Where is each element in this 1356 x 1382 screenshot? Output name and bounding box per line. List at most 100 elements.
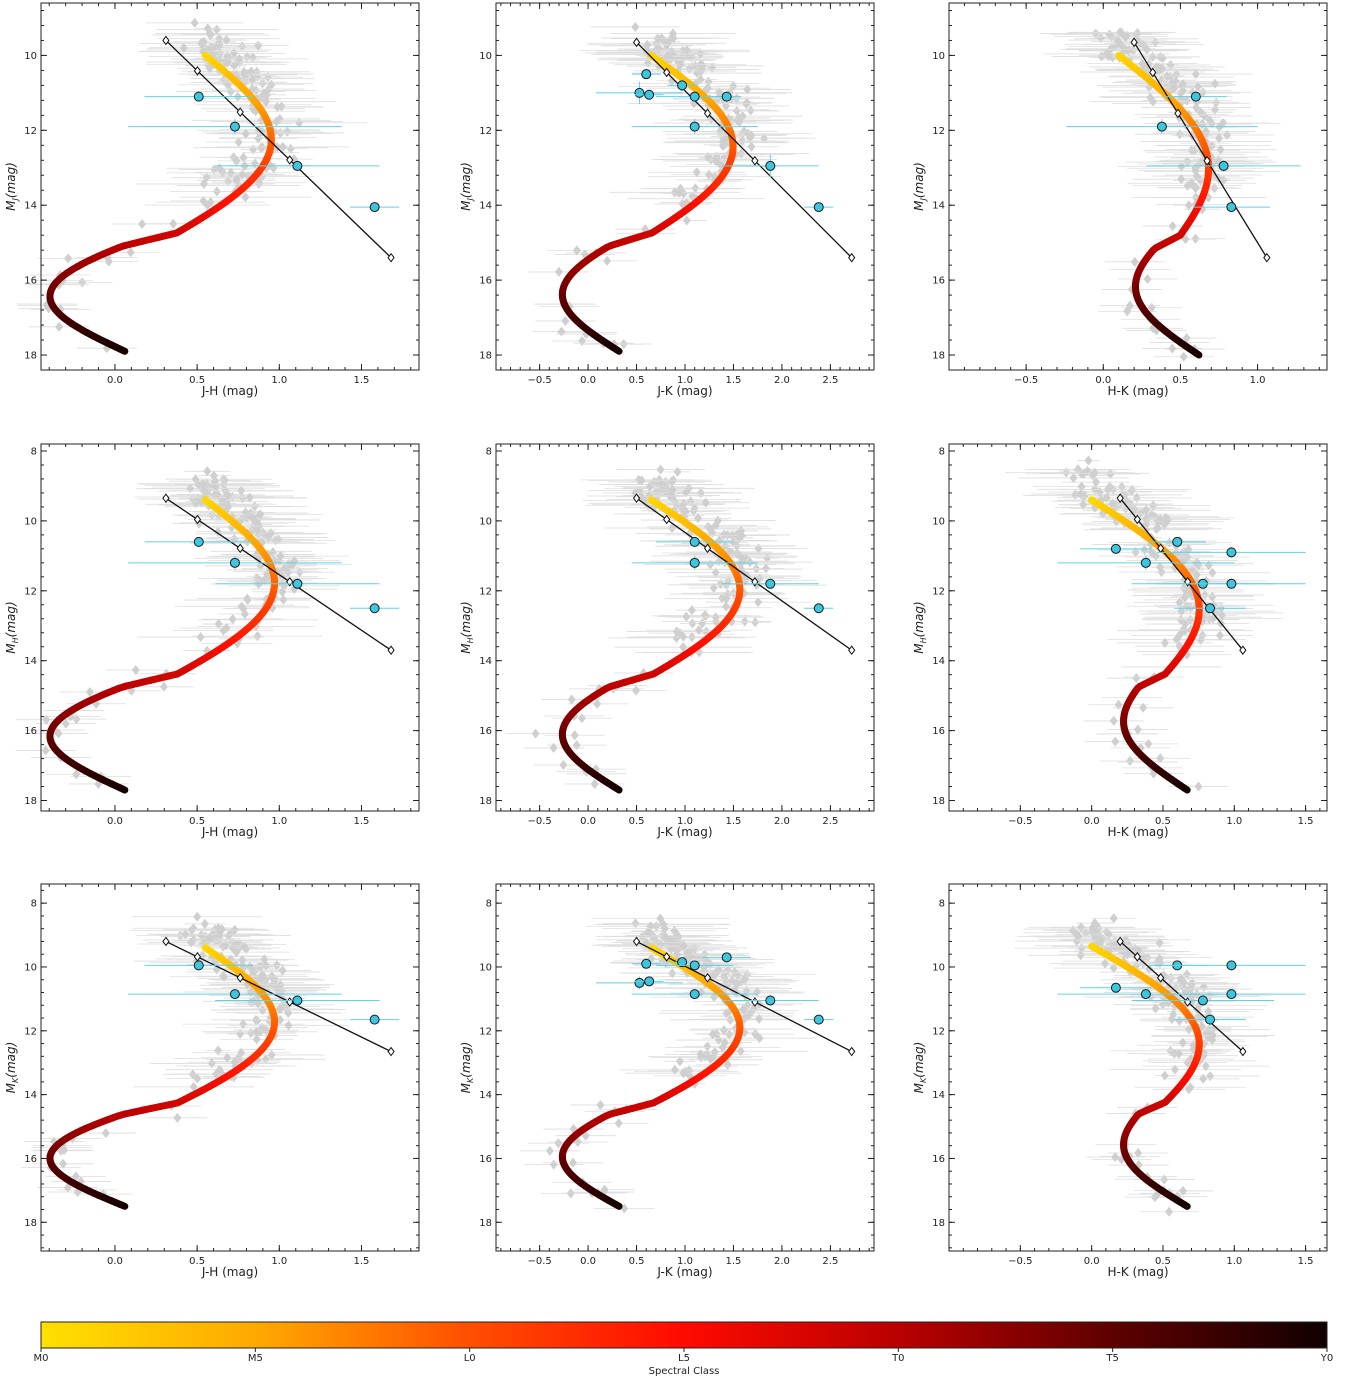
reference-line-segment [165,940,392,1053]
field-point [1162,516,1171,527]
field-point [41,745,50,756]
highlight-point [292,995,303,1006]
field-point [706,1053,715,1064]
field-point [751,617,760,628]
field-point [169,218,178,229]
field-point [722,601,731,612]
field-point [278,965,287,976]
y-axis-label-tail: (mag) [459,601,473,637]
x-tick-label: 0.5 [189,375,205,386]
reference-line [632,493,856,656]
field-point [159,681,168,692]
field-point [696,74,705,85]
x-tick-label: 1.5 [354,816,370,827]
field-point [711,567,720,578]
field-point [190,17,199,28]
reference-marker [193,514,202,525]
y-tick-label: 18 [24,351,37,362]
field-point [223,57,232,68]
y-axis-label-tail: (mag) [459,162,473,198]
axis-ticks: −0.5 0.0 0.5 1.0 1.5 8 10 12 14 16 18 [932,444,1327,827]
field-point [1079,499,1088,510]
x-tick-label: 1.5 [354,1256,370,1267]
field-point [1182,333,1191,344]
highlight-points [128,536,400,614]
y-tick-label: 12 [932,586,945,597]
field-point [1104,51,1113,62]
reference-line-segment [1133,41,1268,258]
field-point [1179,351,1188,362]
y-axis-label: MJ(mag) [912,162,928,211]
field-point [199,195,208,206]
y-tick-label: 16 [932,276,945,287]
field-point [712,154,721,165]
field-point [60,1145,69,1156]
reference-marker [162,493,170,504]
y-tick-label: 10 [24,51,37,62]
field-point [698,618,707,629]
reference-marker [162,35,170,46]
y-axis-label-base: M [912,643,926,654]
field-point [212,24,221,35]
field-point [262,1025,271,1036]
highlight-point [193,960,204,971]
field-point [197,38,206,49]
y-tick-label: 8 [31,899,37,910]
highlight-point [292,578,303,589]
field-points [17,17,368,354]
field-point [1106,43,1115,54]
field-point [278,141,287,152]
field-point [187,937,196,948]
panel-2: −0.5 0.0 0.5 1.0 1.5 2.0 2.5 10 12 14 16 18 J-K (mag… [459,2,875,398]
field-point [223,1052,232,1063]
x-tick-label: 0.0 [580,816,596,827]
x-axis-label: J-K (mag) [656,384,712,398]
y-tick-label: 16 [24,1154,37,1165]
field-point [1175,129,1184,140]
x-tick-label: 1.5 [726,816,742,827]
field-point [1096,33,1105,44]
field-point [743,97,752,108]
field-point [222,623,231,634]
reference-marker [703,108,712,119]
x-tick-label: 1.0 [271,1256,287,1267]
x-tick-label: 0.0 [1084,816,1100,827]
field-point [707,114,716,125]
field-points [1005,455,1284,792]
reference-marker [751,155,759,166]
x-axis-label: J-H (mag) [201,1265,258,1279]
y-tick-label: 16 [479,276,492,287]
sequence-segment [612,345,623,355]
x-axis-label: J-H (mag) [201,825,258,839]
field-point [681,505,690,516]
field-point [682,215,691,226]
field-point [196,632,205,643]
highlight-point [229,989,240,1000]
highlight-point [229,557,240,568]
field-point [256,961,265,972]
field-point [1215,630,1224,641]
field-point [1071,489,1080,500]
highlight-point [1110,543,1121,554]
field-point [679,631,688,642]
field-point [692,167,701,178]
field-point [1175,597,1184,608]
reference-marker [1130,37,1138,48]
y-axis-label-tail: (mag) [4,601,18,637]
field-point [736,1046,745,1057]
reference-line [1116,493,1247,656]
field-point [1117,27,1126,38]
highlight-point [1226,202,1237,213]
spectral-sequence [46,51,275,355]
field-point [668,522,677,533]
field-point [258,1005,267,1016]
field-point [1190,145,1199,156]
field-point [239,1019,248,1030]
highlight-point [1205,603,1216,614]
x-axis-label: H-K (mag) [1107,384,1168,398]
y-tick-label: 14 [24,656,37,667]
y-tick-label: 18 [932,796,945,807]
y-tick-label: 16 [24,726,37,737]
spectral-sequence [1088,496,1203,794]
x-tick-label: 0.0 [1095,375,1111,386]
